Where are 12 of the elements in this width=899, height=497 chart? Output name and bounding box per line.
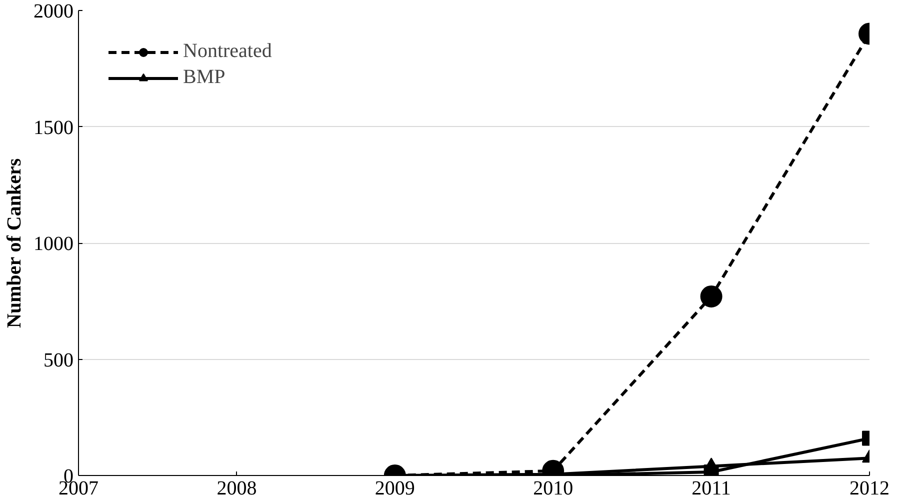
y-tick-label: 500: [44, 349, 74, 372]
x-tick-label: 2011: [692, 478, 731, 497]
x-tick-label: 2009: [374, 478, 415, 497]
legend-label: Nontreated: [183, 40, 272, 63]
x-tick-label: 2012: [850, 478, 890, 497]
y-tick-label: 2000: [34, 0, 74, 22]
x-tick-label: 2008: [216, 478, 257, 497]
y-axis-title: Number of Cankers: [4, 158, 26, 328]
y-tick-label: 1000: [34, 233, 74, 255]
legend-label: BMP: [183, 66, 226, 89]
x-tick-label: 2010: [533, 478, 574, 497]
y-tick-label: 1500: [34, 116, 74, 139]
